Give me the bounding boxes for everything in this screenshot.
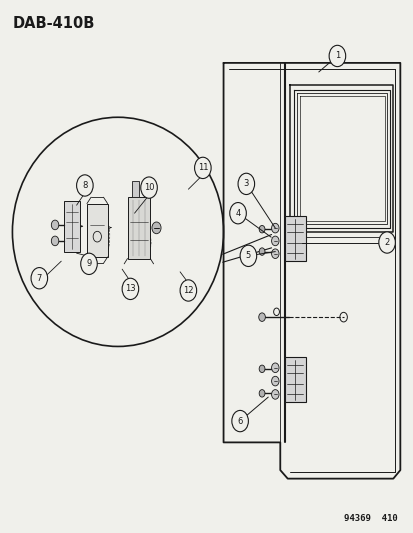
Circle shape [122,278,138,300]
Circle shape [328,45,345,67]
Circle shape [259,225,264,233]
Circle shape [231,410,248,432]
Circle shape [271,223,278,233]
Text: 5: 5 [245,252,250,260]
Circle shape [229,203,246,224]
Bar [127,197,150,259]
Text: 7: 7 [37,274,42,282]
Circle shape [31,268,47,289]
Circle shape [271,236,278,246]
Circle shape [271,376,278,386]
Circle shape [81,253,97,274]
Circle shape [378,232,394,253]
Text: 8: 8 [82,181,87,190]
Bar [284,357,305,402]
Text: 10: 10 [143,183,154,192]
Text: 3: 3 [243,180,248,188]
Circle shape [76,175,93,196]
Text: DAB-410B: DAB-410B [12,16,95,31]
Text: 2: 2 [384,238,389,247]
Text: 94369  410: 94369 410 [343,514,396,523]
Text: 13: 13 [125,285,135,293]
Circle shape [51,236,59,246]
Bar [131,181,139,197]
Circle shape [51,220,59,230]
Bar [87,204,107,257]
Circle shape [258,313,265,321]
Text: 12: 12 [183,286,193,295]
Text: 11: 11 [197,164,208,172]
Circle shape [271,363,278,373]
Circle shape [180,280,196,301]
Text: 9: 9 [86,260,91,268]
Bar [284,216,305,261]
Circle shape [152,222,161,233]
Circle shape [259,365,264,373]
Circle shape [140,177,157,198]
Circle shape [259,248,264,255]
Circle shape [271,249,278,259]
Text: 1: 1 [334,52,339,60]
Text: 6: 6 [237,417,242,425]
Ellipse shape [12,117,223,346]
Bar [64,201,80,252]
Circle shape [240,245,256,266]
Circle shape [271,390,278,399]
Text: 4: 4 [235,209,240,217]
Circle shape [259,390,264,397]
Circle shape [237,173,254,195]
Circle shape [194,157,211,179]
